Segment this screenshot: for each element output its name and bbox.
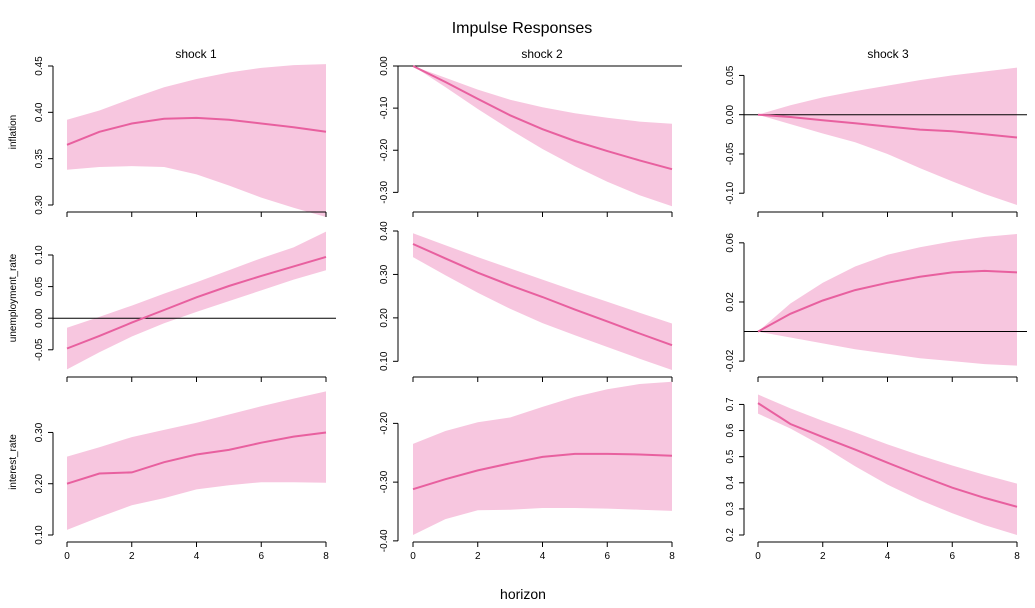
y-tick-label: -0.05	[725, 142, 736, 165]
y-tick-label: 0.5	[725, 449, 736, 463]
y-tick-label: -0.10	[725, 181, 736, 204]
x-tick-label: 8	[323, 551, 329, 562]
panel-interest-rate-shock-2: -0.40 -0.30 -0.20 0 2 4 6 8	[379, 381, 675, 562]
y-tick-label: 0.00	[725, 105, 736, 125]
median-response-line	[412, 243, 673, 347]
shock-3-title: shock 3	[867, 47, 909, 61]
y-tick-label: 0.4	[725, 475, 736, 489]
y-tick-label: 0.00	[34, 308, 45, 328]
panel-grid: 0.300.350.400.45-0.30-0.20-0.100.00-0.10…	[34, 56, 1027, 562]
x-tick-label: 4	[885, 551, 891, 562]
y-tick-label: 0.20	[34, 474, 45, 494]
confidence-band	[67, 231, 326, 370]
confidence-band	[758, 394, 1017, 535]
panel-interest-rate-shock-3: 0.2 0.3 0.4 0.5 0.6 0.7 0 2 4 6 8	[725, 394, 1020, 562]
confidence-band	[413, 66, 672, 207]
y-tick-label: -0.05	[34, 338, 45, 361]
y-tick-label: -0.10	[379, 96, 390, 119]
confidence-band	[67, 391, 326, 530]
y-tick-label: 0.40	[379, 221, 390, 241]
median-response-line	[757, 113, 1018, 139]
y-tick-label: 0.30	[34, 422, 45, 442]
y-tick-label: 0.7	[725, 397, 736, 411]
x-tick-label: 8	[669, 551, 675, 562]
y-tick-label: 0.10	[379, 351, 390, 371]
y-tick-label: -0.30	[379, 181, 390, 204]
y-tick-label: 0.30	[34, 195, 45, 215]
x-tick-label: 4	[540, 551, 546, 562]
confidence-band	[67, 64, 326, 217]
panel-unemployment-rate-shock-2: 0.10 0.20 0.30 0.40	[379, 221, 673, 382]
y-tick-label: 0.05	[34, 276, 45, 296]
median-response-line	[66, 431, 327, 485]
x-tick-label: 6	[604, 551, 610, 562]
median-response-line	[66, 255, 327, 350]
x-tick-label: 2	[129, 551, 135, 562]
y-tick-label: 0.20	[379, 308, 390, 328]
x-tick-label: 0	[755, 551, 761, 562]
y-tick-label: 0.10	[34, 525, 45, 545]
shock-2-title: shock 2	[521, 47, 563, 61]
shock-1-title: shock 1	[175, 47, 217, 61]
x-tick-label: 2	[820, 551, 826, 562]
panel-inflation-shock-3: -0.10 -0.05 0.00 0.05	[725, 65, 1027, 217]
median-response-line	[757, 269, 1018, 333]
y-tick-label: -0.30	[379, 470, 390, 493]
x-tick-label: 8	[1014, 551, 1020, 562]
x-tick-label: 2	[475, 551, 481, 562]
x-tick-label: 0	[410, 551, 416, 562]
x-tick-label: 0	[64, 551, 70, 562]
y-tick-label: -0.02	[725, 349, 736, 372]
interest-rate-row-label: interest_rate	[8, 434, 19, 490]
median-response-line	[66, 116, 327, 146]
y-tick-label: 0.05	[725, 65, 736, 85]
y-tick-label: -0.20	[379, 138, 390, 161]
y-tick-label: 0.35	[34, 148, 45, 168]
panel-interest-rate-shock-1: 0.10 0.20 0.30 0 2 4 6 8	[34, 391, 329, 562]
x-tick-label: 6	[949, 551, 955, 562]
confidence-band	[758, 234, 1017, 366]
median-response-line	[412, 65, 673, 171]
y-tick-label: -0.20	[379, 412, 390, 435]
unemployment-rate-row-label: unemployment_rate	[8, 253, 19, 342]
y-tick-label: 0.00	[379, 56, 390, 76]
confidence-band	[413, 381, 672, 535]
confidence-band	[413, 233, 672, 370]
x-axis-label: horizon	[500, 586, 546, 602]
y-tick-label: 0.40	[34, 102, 45, 122]
inflation-row-label: inflation	[8, 115, 19, 149]
panel-unemployment-rate-shock-1: -0.05 0.00 0.05 0.10	[34, 231, 336, 382]
y-tick-label: -0.40	[379, 529, 390, 552]
chart-title: Impulse Responses	[452, 20, 593, 37]
y-tick-label: 0.3	[725, 502, 736, 516]
x-tick-label: 6	[258, 551, 264, 562]
y-tick-label: 0.06	[725, 233, 736, 253]
median-response-line	[757, 402, 1018, 508]
y-tick-label: 0.10	[34, 245, 45, 265]
y-tick-label: 0.30	[379, 264, 390, 284]
y-tick-label: 0.45	[34, 56, 45, 76]
median-response-line	[412, 452, 673, 491]
x-tick-label: 4	[194, 551, 200, 562]
y-tick-label: 0.02	[725, 292, 736, 312]
confidence-band	[758, 67, 1017, 205]
y-tick-label: 0.6	[725, 423, 736, 437]
panel-inflation-shock-2: -0.30 -0.20 -0.10 0.00	[379, 56, 682, 217]
panel-inflation-shock-1: 0.30 0.35 0.40 0.45	[34, 56, 327, 217]
y-tick-label: 0.2	[725, 528, 736, 542]
panel-unemployment-rate-shock-3: -0.02 0.02 0.06	[725, 233, 1027, 382]
